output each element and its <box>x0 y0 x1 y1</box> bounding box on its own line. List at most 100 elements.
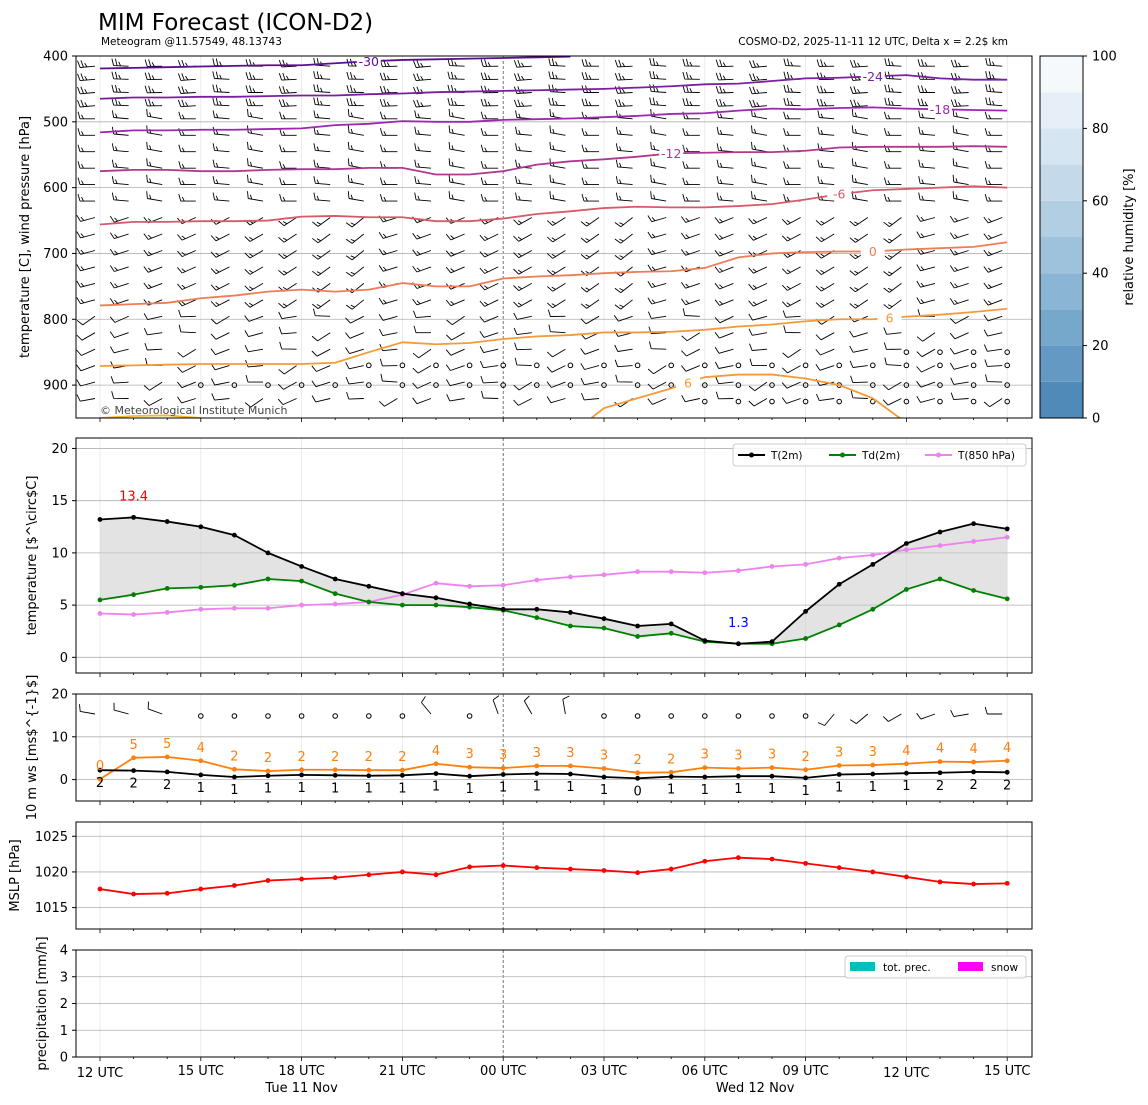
wind-barb <box>413 99 432 108</box>
wind-barb <box>950 377 969 385</box>
wind-barb <box>983 282 1003 290</box>
mean-wind-marker <box>769 773 775 779</box>
wind-barb <box>614 86 633 94</box>
td2m-marker <box>131 592 137 598</box>
isotherm-label: 0 <box>869 244 877 259</box>
calm-marker <box>500 362 507 369</box>
time-tick-label: 12 UTC <box>77 1066 123 1081</box>
isotherm-label: -24 <box>863 69 883 84</box>
mslp-marker <box>971 881 976 887</box>
calm-marker <box>970 398 977 405</box>
precipitation-legend: tot. prec. snow <box>844 955 1027 979</box>
wind-barb <box>851 108 868 120</box>
wind-barb <box>212 71 230 80</box>
mean-wind-marker <box>971 769 976 775</box>
wind-barb <box>379 111 398 120</box>
wind-barb <box>144 342 163 351</box>
pressure-axis-tick-label: 400 <box>43 50 68 65</box>
mslp-marker <box>400 869 405 875</box>
td2m-marker <box>97 597 103 603</box>
wind-barb <box>681 365 700 372</box>
wind-barb <box>549 108 566 120</box>
wind-barb <box>76 264 96 272</box>
t850-marker <box>198 606 204 612</box>
calm-marker <box>366 382 372 388</box>
wind-barb <box>580 363 600 370</box>
wind-barb <box>614 344 633 352</box>
wind-barb <box>77 86 96 95</box>
mean-wind-marker <box>870 771 876 777</box>
wind-barb <box>278 365 297 375</box>
temperature-axis-tick-label: 5 <box>60 599 68 614</box>
calm-marker <box>433 362 439 369</box>
wind-barb <box>178 111 196 120</box>
wind-barb <box>916 395 936 403</box>
wind-barb <box>445 299 465 307</box>
wind-barb <box>751 191 768 202</box>
mean-wind-value-label: 1 <box>600 783 608 798</box>
wind-barb <box>650 125 667 136</box>
wind-barb <box>984 128 1003 136</box>
wind-barb <box>144 85 163 94</box>
wind-barb <box>379 358 398 367</box>
gust-value-label: 2 <box>667 752 675 767</box>
wind-barb <box>647 231 667 239</box>
calm-marker <box>332 713 339 719</box>
mslp-marker <box>366 872 372 878</box>
calm-marker <box>668 713 675 719</box>
wind-barb <box>445 364 465 371</box>
mslp-marker <box>668 866 674 872</box>
wind-barb <box>312 299 331 309</box>
wind-barb <box>414 192 432 202</box>
calm-marker <box>836 362 843 369</box>
mslp-ylabel: MSLP [hPa] <box>8 839 23 911</box>
isotherm-line <box>99 145 1008 176</box>
gust-value-label: 4 <box>197 741 205 756</box>
temperature-axis-tick-label: 10 <box>51 546 68 561</box>
wind-barb <box>480 193 499 202</box>
wind-barb <box>244 283 264 292</box>
legend-td2m-label: Td(2m) <box>861 450 900 462</box>
wind-barb <box>783 58 801 67</box>
wind-barb <box>716 159 734 169</box>
surface-wind-barb <box>882 713 902 722</box>
isotherm-line <box>99 307 1008 367</box>
gust-marker <box>769 765 775 771</box>
calm-marker <box>802 398 809 405</box>
wind-barb <box>581 392 600 401</box>
t2m-marker <box>467 601 472 607</box>
temperature-y-axis: 0 5 10 15 20 <box>51 442 1008 677</box>
mean-wind-marker <box>534 771 540 777</box>
colorbar-tick-label: 40 <box>1092 267 1109 282</box>
wind-barb <box>850 375 868 384</box>
wind-barb <box>177 282 196 290</box>
mean-wind-value-label: 1 <box>297 781 305 796</box>
wind-barb <box>77 60 96 68</box>
gust-marker <box>635 770 640 776</box>
calm-marker <box>198 713 204 719</box>
wind-barb <box>546 396 566 404</box>
pressure-axis-tick-label: 600 <box>43 181 68 196</box>
calm-marker <box>265 382 271 388</box>
wind-barb <box>614 233 633 244</box>
wind-barb <box>413 73 432 82</box>
wind-barb <box>76 394 96 402</box>
mean-wind-value-label: 1 <box>331 781 339 796</box>
time-tick-label: 03 UTC <box>581 1064 627 1079</box>
mean-wind-value-label: 1 <box>465 782 473 797</box>
td2m-marker <box>366 599 372 605</box>
wind-barb <box>781 365 801 374</box>
wind-barb <box>647 381 667 390</box>
wind-barb <box>983 249 1003 257</box>
wind-barb <box>446 379 465 387</box>
wind-barb <box>985 97 1003 107</box>
wind-barb <box>716 176 734 186</box>
wind-barb <box>817 159 835 169</box>
wind-barb <box>681 282 700 289</box>
mean-wind-value-label: 1 <box>230 783 238 798</box>
mean-wind-line <box>99 769 1008 780</box>
calm-marker <box>399 713 406 719</box>
wind-barb <box>244 250 264 259</box>
wind-barb <box>177 348 197 358</box>
mean-wind-marker <box>332 772 338 778</box>
